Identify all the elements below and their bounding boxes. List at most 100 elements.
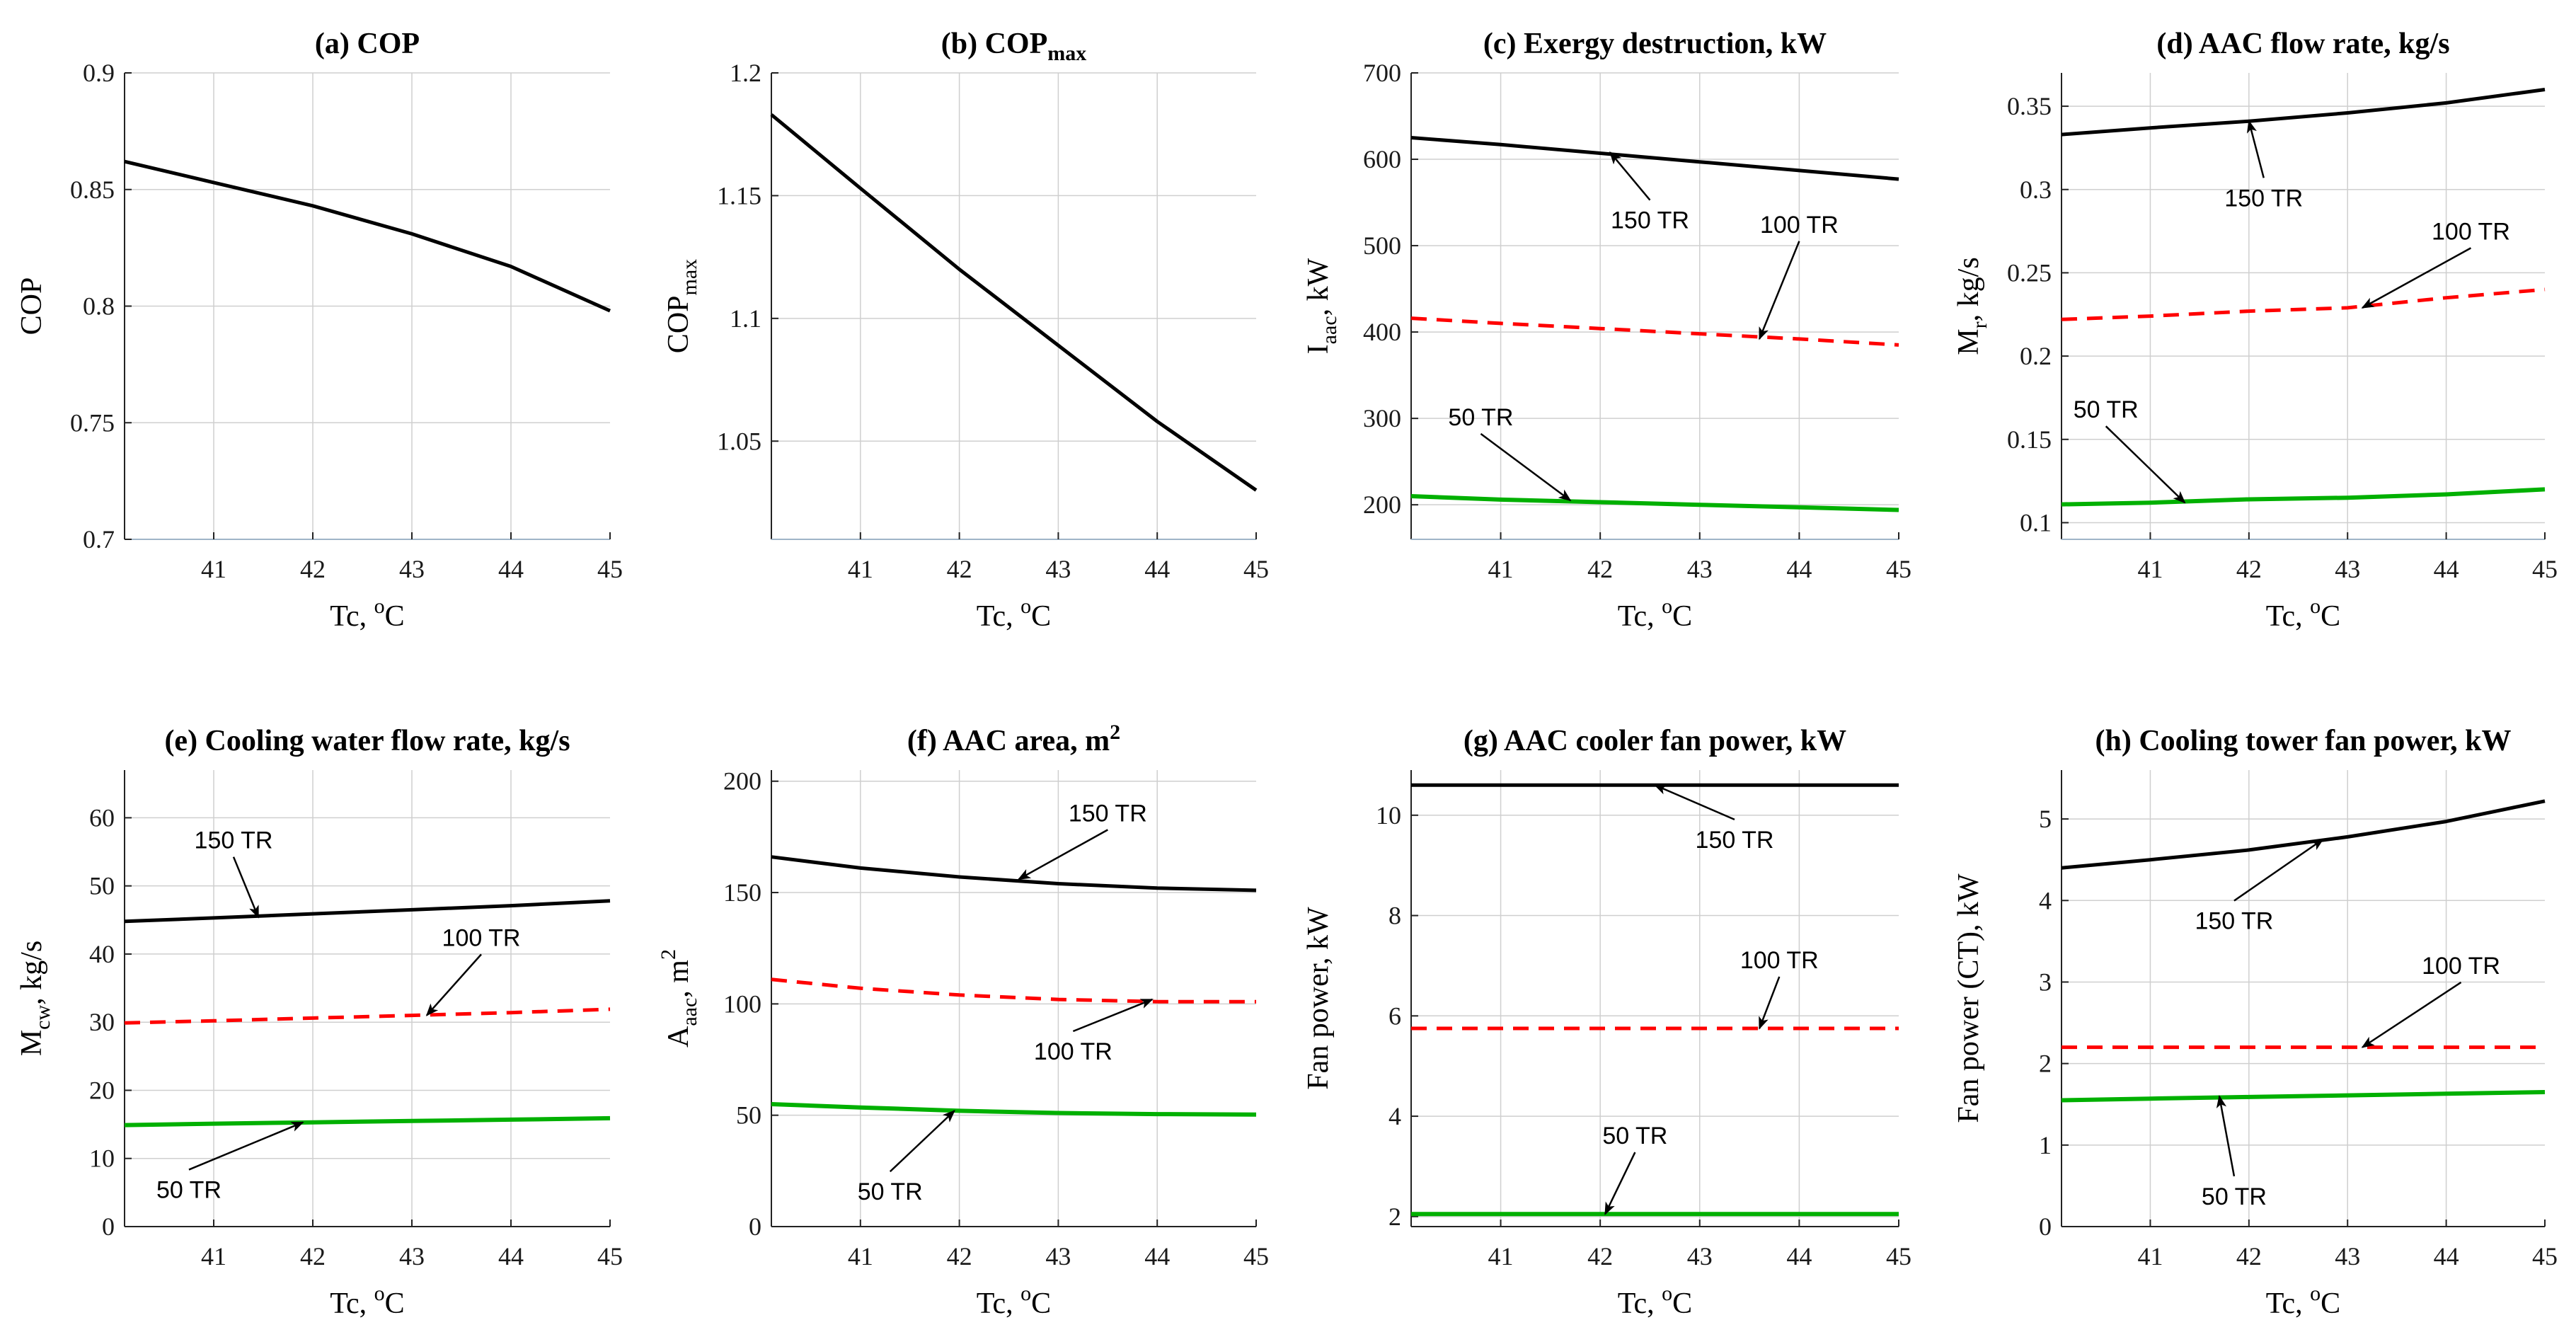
y-tick-label: 0.8 bbox=[83, 292, 115, 321]
title-subscript: max bbox=[1047, 42, 1086, 65]
x-tick-label: 45 bbox=[597, 1242, 623, 1270]
annotation-label: 50 TR bbox=[2074, 396, 2139, 423]
y-tick-label: 1.15 bbox=[717, 181, 761, 210]
ylabel-unit: , kW bbox=[1302, 258, 1335, 316]
y-tick-label: 1.1 bbox=[730, 304, 761, 333]
ylabel-superscript: 2 bbox=[657, 949, 680, 960]
x-tick-label: 41 bbox=[848, 1242, 873, 1270]
annotation-label: 150 TR bbox=[1069, 800, 1147, 827]
x-tick-label: 44 bbox=[498, 555, 524, 583]
ylabel-unit: , kg/s bbox=[1953, 257, 1985, 321]
chart-title: (h) Cooling tower fan power, kW bbox=[2095, 725, 2511, 757]
series-line-150-tr bbox=[2061, 799, 2546, 870]
x-axis-label: Tc, oC bbox=[977, 595, 1051, 633]
series-line-cop bbox=[124, 159, 611, 313]
x-tick-label: 42 bbox=[947, 555, 972, 583]
chart-title: (e) Cooling water flow rate, kg/s bbox=[164, 725, 570, 757]
annotation-arrow bbox=[1609, 151, 1651, 201]
y-tick-label: 300 bbox=[1363, 404, 1401, 432]
annotation-arrow bbox=[1072, 998, 1154, 1033]
title-main: (b) COP bbox=[941, 28, 1048, 60]
y-tick-label: 3 bbox=[2039, 968, 2052, 996]
annotation-arrow bbox=[889, 1110, 955, 1173]
y-tick-label: 10 bbox=[89, 1144, 115, 1173]
y-tick-label: 8 bbox=[1388, 902, 1401, 930]
ylabel-main: Fan power, kW bbox=[1302, 907, 1335, 1090]
annotation-label: 50 TR bbox=[858, 1178, 923, 1205]
title-main: (a) COP bbox=[315, 28, 420, 60]
y-axis-label: Fan power, kW bbox=[1302, 907, 1335, 1090]
ylabel-unit: , m bbox=[662, 960, 695, 998]
title-main: (f) AAC area, m bbox=[907, 725, 1110, 757]
y-tick-label: 0.9 bbox=[83, 59, 115, 87]
y-tick-label: 0.3 bbox=[2020, 176, 2052, 204]
ylabel-main: A bbox=[662, 1026, 695, 1048]
annotation-label: 150 TR bbox=[2195, 908, 2273, 935]
annotation-label: 100 TR bbox=[1760, 212, 1839, 239]
x-tick-label: 43 bbox=[1045, 555, 1071, 583]
x-tick-label: 41 bbox=[2137, 1242, 2163, 1270]
xlabel-main: Tc, bbox=[2266, 1287, 2310, 1320]
y-tick-label: 0.35 bbox=[2007, 92, 2052, 120]
series-line-150-tr bbox=[1410, 136, 1899, 181]
y-tick-label: 2 bbox=[2039, 1050, 2052, 1078]
ylabel-main: M bbox=[16, 1030, 48, 1056]
chart-title: (c) Exergy destruction, kW bbox=[1483, 28, 1827, 60]
y-tick-label: 50 bbox=[736, 1101, 761, 1130]
x-tick-label: 42 bbox=[2236, 1242, 2262, 1270]
y-tick-label: 1 bbox=[2039, 1131, 2052, 1159]
xlabel-main: Tc, bbox=[977, 600, 1020, 633]
x-tick-label: 45 bbox=[1886, 1242, 1911, 1270]
xlabel-main: Tc, bbox=[1618, 600, 1662, 633]
x-tick-label: 45 bbox=[2532, 1242, 2558, 1270]
chart-title: (b) COPmax bbox=[941, 28, 1087, 65]
annotation-arrow bbox=[1480, 432, 1572, 502]
y-tick-label: 0.75 bbox=[70, 408, 115, 437]
y-tick-label: 700 bbox=[1363, 59, 1401, 87]
annotation-label: 50 TR bbox=[156, 1177, 222, 1204]
annotation-label: 150 TR bbox=[2224, 185, 2303, 212]
annotation-label: 100 TR bbox=[1740, 947, 1819, 974]
x-axis-label: Tc, oC bbox=[330, 1282, 404, 1320]
x-tick-label: 43 bbox=[1045, 1242, 1071, 1270]
x-tick-label: 43 bbox=[2335, 1242, 2360, 1270]
title-main: (e) Cooling water flow rate, kg/s bbox=[164, 725, 570, 757]
annotation-label: 150 TR bbox=[195, 827, 273, 854]
x-axis-label: Tc, oC bbox=[1618, 595, 1692, 633]
y-tick-label: 0.25 bbox=[2007, 258, 2052, 287]
ylabel-main: M bbox=[1953, 328, 1985, 355]
series-line-50-tr bbox=[2061, 1090, 2546, 1103]
y-tick-label: 2 bbox=[1388, 1203, 1401, 1231]
y-tick-label: 600 bbox=[1363, 145, 1401, 173]
annotation-arrow bbox=[1017, 829, 1108, 880]
ylabel-main: I bbox=[1302, 344, 1335, 354]
x-tick-label: 43 bbox=[1687, 1242, 1713, 1270]
y-tick-label: 4 bbox=[1388, 1102, 1401, 1130]
x-tick-label: 45 bbox=[1886, 555, 1911, 583]
x-tick-label: 45 bbox=[1243, 555, 1269, 583]
annotation-arrow bbox=[2105, 425, 2186, 504]
xlabel-superscript: o bbox=[374, 1282, 385, 1305]
y-tick-label: 0.1 bbox=[2020, 508, 2052, 536]
y-tick-label: 1.2 bbox=[730, 59, 761, 87]
annotation-arrow bbox=[1758, 241, 1800, 340]
xlabel-main: Tc, bbox=[330, 600, 374, 633]
y-tick-label: 5 bbox=[2039, 805, 2052, 833]
x-tick-label: 41 bbox=[1488, 555, 1514, 583]
xlabel-unit: C bbox=[385, 600, 405, 633]
y-tick-label: 0.15 bbox=[2007, 425, 2052, 454]
ylabel-main: Fan power (CT), kW bbox=[1953, 873, 1985, 1123]
x-tick-label: 42 bbox=[300, 555, 326, 583]
annotation-arrow bbox=[232, 856, 260, 919]
annotation-arrow bbox=[425, 953, 482, 1016]
xlabel-unit: C bbox=[2321, 1287, 2340, 1320]
xlabel-main: Tc, bbox=[1618, 1287, 1662, 1320]
series-line-50-tr bbox=[2061, 487, 2546, 507]
xlabel-superscript: o bbox=[1662, 1282, 1672, 1305]
xlabel-superscript: o bbox=[374, 595, 385, 618]
x-tick-label: 44 bbox=[1144, 1242, 1170, 1270]
ylabel-subscript: max bbox=[678, 259, 701, 296]
x-tick-label: 43 bbox=[2335, 555, 2360, 583]
x-tick-label: 42 bbox=[2236, 555, 2262, 583]
